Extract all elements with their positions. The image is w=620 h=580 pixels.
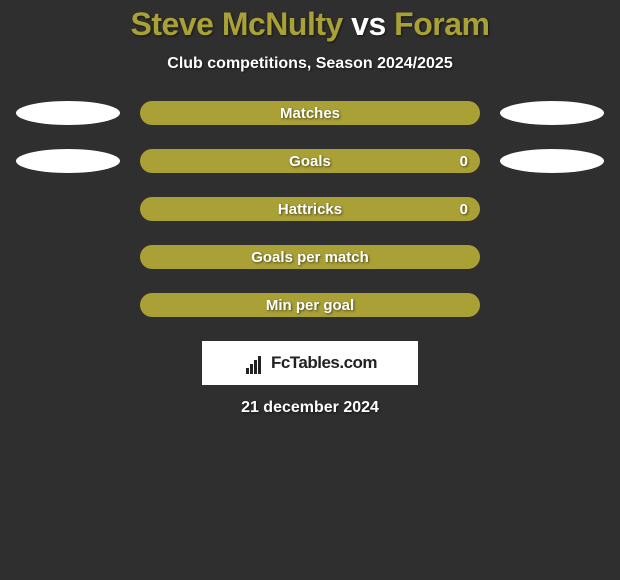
stat-bar: Min per goal [140, 293, 480, 317]
stat-bar-label: Hattricks [278, 201, 342, 218]
stat-bar-label: Goals per match [251, 249, 369, 266]
stat-bar: Matches [140, 101, 480, 125]
stat-bar-label: Min per goal [266, 297, 354, 314]
date-line: 21 december 2024 [0, 399, 620, 417]
stat-row: Goals per match [0, 245, 620, 269]
right-value-placeholder [500, 293, 604, 317]
page-title: Steve McNulty vs Foram [0, 6, 620, 43]
player2-name: Foram [394, 6, 489, 42]
stat-bar: Hattricks 0 [140, 197, 480, 221]
stat-bar-value-right: 0 [460, 201, 468, 218]
stat-row: Hattricks 0 [0, 197, 620, 221]
right-value-placeholder [500, 197, 604, 221]
right-value-ellipse [500, 149, 604, 173]
stat-rows: Matches Goals 0 Hattricks 0 Goals per match Mi… [0, 101, 620, 317]
left-value-placeholder [16, 197, 120, 221]
stat-bar: Goals per match [140, 245, 480, 269]
left-value-placeholder [16, 293, 120, 317]
left-value-ellipse [16, 101, 120, 125]
stat-row: Matches [0, 101, 620, 125]
stat-bar: Goals 0 [140, 149, 480, 173]
subtitle: Club competitions, Season 2024/2025 [0, 55, 620, 73]
stat-row: Min per goal [0, 293, 620, 317]
player1-name: Steve McNulty [131, 6, 343, 42]
source-logo-text: FcTables.com [271, 353, 377, 373]
stat-bar-value-right: 0 [460, 153, 468, 170]
left-value-placeholder [16, 245, 120, 269]
stat-bar-label: Matches [280, 105, 340, 122]
bar-chart-icon [243, 352, 265, 374]
comparison-infographic: Steve McNulty vs Foram Club competitions… [0, 0, 620, 580]
stat-bar-label: Goals [289, 153, 331, 170]
stat-row: Goals 0 [0, 149, 620, 173]
right-value-ellipse [500, 101, 604, 125]
title-vs: vs [351, 6, 386, 42]
left-value-ellipse [16, 149, 120, 173]
right-value-placeholder [500, 245, 604, 269]
source-logo-box: FcTables.com [202, 341, 418, 385]
